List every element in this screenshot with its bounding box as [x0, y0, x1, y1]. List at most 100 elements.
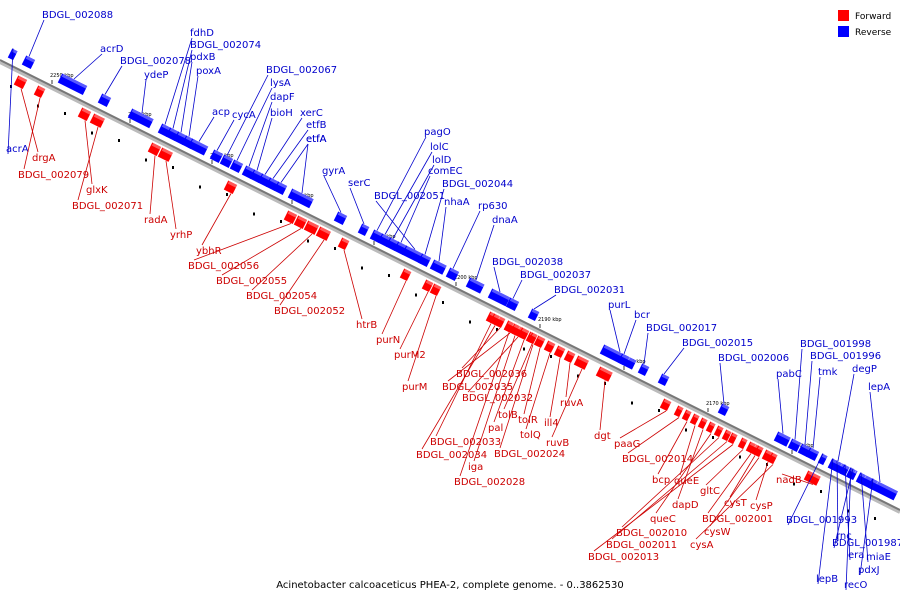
- forward-gene-label[interactable]: BDGL_002054: [246, 291, 317, 302]
- reverse-gene-label[interactable]: fdhD: [190, 28, 214, 39]
- forward-gene-label[interactable]: bcp: [652, 475, 670, 486]
- forward-gene-label[interactable]: htrB: [356, 320, 377, 331]
- forward-gene-label[interactable]: yrhP: [170, 230, 192, 241]
- forward-gene-label[interactable]: BDGL_002011: [606, 540, 677, 551]
- forward-gene[interactable]: [533, 335, 547, 349]
- reverse-gene-label[interactable]: dnaA: [492, 215, 518, 226]
- reverse-gene-label[interactable]: BDGL_002037: [520, 270, 591, 281]
- reverse-gene-label[interactable]: rp630: [478, 201, 508, 212]
- forward-gene[interactable]: [595, 366, 614, 382]
- reverse-gene[interactable]: [429, 259, 448, 275]
- forward-gene[interactable]: [509, 323, 521, 336]
- reverse-gene-label[interactable]: degP: [852, 364, 877, 375]
- reverse-gene-label[interactable]: xerC: [300, 108, 323, 119]
- reverse-gene[interactable]: [445, 267, 461, 281]
- reverse-gene-label[interactable]: gyrA: [322, 166, 345, 177]
- forward-gene-label[interactable]: tolB: [498, 410, 518, 421]
- forward-gene-label[interactable]: ill4: [544, 418, 559, 429]
- forward-gene-label[interactable]: tolQ: [520, 430, 541, 441]
- reverse-gene-label[interactable]: dapF: [270, 92, 295, 103]
- reverse-gene[interactable]: [417, 253, 433, 267]
- forward-gene-label[interactable]: dapD: [672, 500, 699, 511]
- forward-gene[interactable]: [429, 283, 443, 297]
- forward-gene-label[interactable]: BDGL_002055: [216, 276, 287, 287]
- forward-gene-label[interactable]: BDGL_002079: [18, 170, 89, 181]
- forward-gene[interactable]: [713, 425, 725, 438]
- forward-gene[interactable]: [315, 226, 332, 241]
- forward-gene[interactable]: [399, 268, 413, 282]
- forward-gene[interactable]: [753, 445, 765, 458]
- reverse-gene[interactable]: [657, 373, 671, 387]
- forward-gene[interactable]: [527, 332, 539, 345]
- forward-gene-label[interactable]: paaG: [614, 439, 640, 450]
- reverse-gene-label[interactable]: pagO: [424, 127, 451, 138]
- reverse-gene-label[interactable]: bioH: [270, 108, 293, 119]
- reverse-gene[interactable]: [333, 211, 349, 225]
- reverse-gene-label[interactable]: BDGL_002017: [646, 323, 717, 334]
- forward-gene-label[interactable]: BDGL_002071: [72, 201, 143, 212]
- reverse-gene[interactable]: [97, 93, 113, 107]
- reverse-gene[interactable]: [773, 431, 792, 447]
- forward-gene[interactable]: [553, 345, 567, 359]
- reverse-gene-label[interactable]: BDGL_002088: [42, 10, 113, 21]
- reverse-gene-label[interactable]: BDGL_002015: [682, 338, 753, 349]
- reverse-gene-label[interactable]: pdxJ: [858, 565, 880, 576]
- reverse-gene[interactable]: [21, 55, 37, 69]
- forward-gene-label[interactable]: BDGL_002010: [616, 528, 687, 539]
- forward-gene[interactable]: [689, 413, 701, 426]
- reverse-gene-label[interactable]: BDGL_002074: [190, 40, 261, 51]
- reverse-gene-label[interactable]: miaE: [866, 552, 891, 563]
- forward-gene[interactable]: [503, 320, 515, 333]
- forward-gene-label[interactable]: dgt: [594, 431, 611, 442]
- forward-gene-label[interactable]: cysP: [750, 501, 773, 512]
- reverse-gene[interactable]: [805, 447, 821, 461]
- reverse-gene-label[interactable]: BDGL_002006: [718, 353, 789, 364]
- reverse-gene[interactable]: [617, 353, 631, 367]
- reverse-gene[interactable]: [127, 108, 155, 129]
- reverse-gene-label[interactable]: lolD: [432, 155, 452, 166]
- reverse-gene-label[interactable]: serC: [348, 178, 370, 189]
- forward-gene[interactable]: [89, 113, 106, 128]
- forward-gene-label[interactable]: BDGL_002034: [416, 450, 487, 461]
- reverse-gene-label[interactable]: nhaA: [444, 197, 470, 208]
- reverse-gene-label[interactable]: BDGL_002078: [120, 56, 191, 67]
- forward-gene[interactable]: [705, 421, 717, 434]
- reverse-gene-label[interactable]: BDGL_001996: [810, 351, 881, 362]
- reverse-gene-label[interactable]: etfA: [306, 134, 327, 145]
- forward-gene-label[interactable]: cysA: [690, 540, 714, 551]
- forward-gene-label[interactable]: cysW: [704, 527, 731, 538]
- forward-gene[interactable]: [33, 85, 47, 99]
- reverse-gene-label[interactable]: cycA: [232, 110, 256, 121]
- reverse-gene[interactable]: [229, 159, 245, 173]
- forward-gene[interactable]: [659, 398, 673, 412]
- forward-gene-label[interactable]: tolR: [518, 415, 538, 426]
- reverse-gene[interactable]: [465, 277, 486, 294]
- forward-gene[interactable]: [489, 313, 501, 326]
- forward-gene[interactable]: [573, 355, 590, 370]
- forward-gene[interactable]: [737, 437, 749, 450]
- reverse-gene-label[interactable]: BDGL_002044: [442, 179, 513, 190]
- forward-gene[interactable]: [337, 237, 351, 251]
- forward-gene-label[interactable]: BDGL_002036: [456, 369, 527, 380]
- forward-gene[interactable]: [563, 350, 577, 364]
- reverse-gene[interactable]: [527, 308, 541, 322]
- forward-gene-label[interactable]: iga: [468, 462, 483, 473]
- forward-gene-label[interactable]: BDGL_002024: [494, 449, 565, 460]
- forward-gene[interactable]: [293, 215, 309, 229]
- forward-gene-label[interactable]: purM: [402, 382, 427, 393]
- reverse-gene-label[interactable]: poxA: [196, 66, 221, 77]
- reverse-gene[interactable]: [637, 363, 651, 377]
- reverse-gene-label[interactable]: lepA: [868, 382, 890, 393]
- forward-gene[interactable]: [543, 340, 557, 354]
- forward-gene-label[interactable]: BDGL_002052: [274, 306, 345, 317]
- forward-gene[interactable]: [681, 409, 693, 422]
- reverse-gene-label[interactable]: bcr: [634, 310, 651, 321]
- forward-gene-label[interactable]: purM2: [394, 350, 426, 361]
- forward-gene-label[interactable]: purN: [376, 335, 400, 346]
- reverse-gene-label[interactable]: lolC: [430, 142, 449, 153]
- reverse-gene[interactable]: [357, 223, 371, 237]
- forward-gene-label[interactable]: drgA: [32, 153, 56, 164]
- reverse-gene-label[interactable]: acrA: [6, 144, 29, 155]
- reverse-gene[interactable]: [273, 181, 289, 195]
- forward-gene[interactable]: [673, 405, 685, 418]
